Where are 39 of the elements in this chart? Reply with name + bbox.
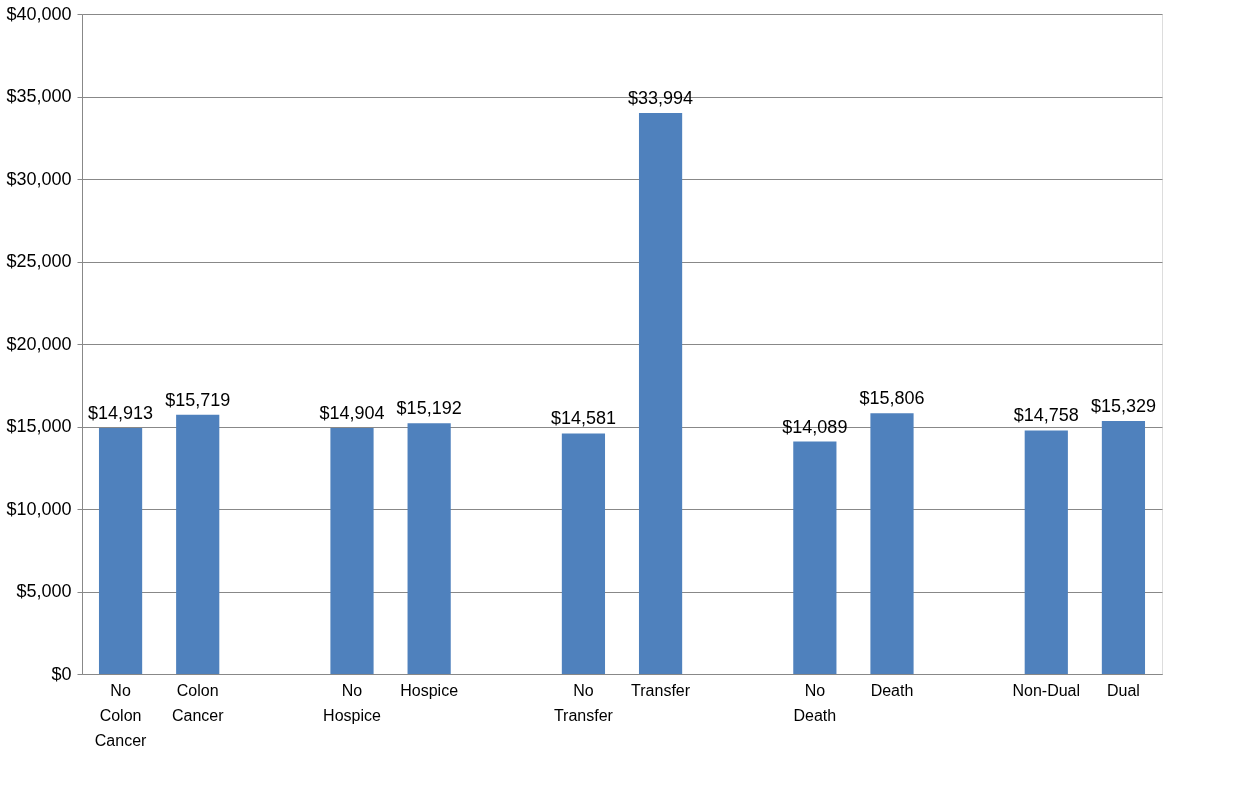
data-label: $14,581 xyxy=(550,408,616,429)
data-label: $15,329 xyxy=(1090,396,1156,417)
bar xyxy=(1101,421,1146,674)
x-tick-label: No Colon Cancer xyxy=(94,681,148,749)
data-label: $33,994 xyxy=(628,88,694,109)
bar xyxy=(870,413,914,674)
data-label: $15,719 xyxy=(165,389,231,410)
data-label: $14,904 xyxy=(319,403,385,424)
y-tick-label: $5,000 xyxy=(16,581,72,601)
x-tick-label: No Transfer xyxy=(553,681,614,724)
x-tick-label: Transfer xyxy=(631,681,691,699)
x-tick-label: Dual xyxy=(1106,681,1140,699)
bar xyxy=(638,113,683,674)
data-label: $15,806 xyxy=(859,388,925,409)
y-tick-label: $20,000 xyxy=(6,333,72,354)
bar xyxy=(176,414,220,674)
y-tick-label: $30,000 xyxy=(6,168,72,189)
data-label: $14,089 xyxy=(782,416,848,437)
bar xyxy=(330,428,374,674)
y-tick-label: $40,000 xyxy=(6,3,72,24)
x-tick-label: Death xyxy=(870,681,914,699)
x-tick-label: Hospice xyxy=(400,681,459,699)
bar xyxy=(793,441,837,674)
data-label: $14,758 xyxy=(1013,405,1079,426)
y-tick-label: $10,000 xyxy=(6,498,72,519)
y-tick-label: $15,000 xyxy=(6,416,72,436)
data-label: $14,913 xyxy=(88,402,154,423)
y-tick-label: $0 xyxy=(51,663,72,684)
bar xyxy=(1024,430,1068,674)
bar xyxy=(98,427,143,674)
x-tick-label: No Death xyxy=(793,681,837,724)
data-label: $15,192 xyxy=(396,398,462,419)
x-tick-label: Non-Dual xyxy=(1012,681,1081,699)
bar xyxy=(561,433,606,674)
bar xyxy=(407,423,451,674)
x-tick-label: Colon Cancer xyxy=(171,681,225,724)
y-tick-label: $35,000 xyxy=(6,86,72,106)
y-tick-label: $25,000 xyxy=(6,251,72,271)
x-tick-label: No Hospice xyxy=(323,681,381,724)
